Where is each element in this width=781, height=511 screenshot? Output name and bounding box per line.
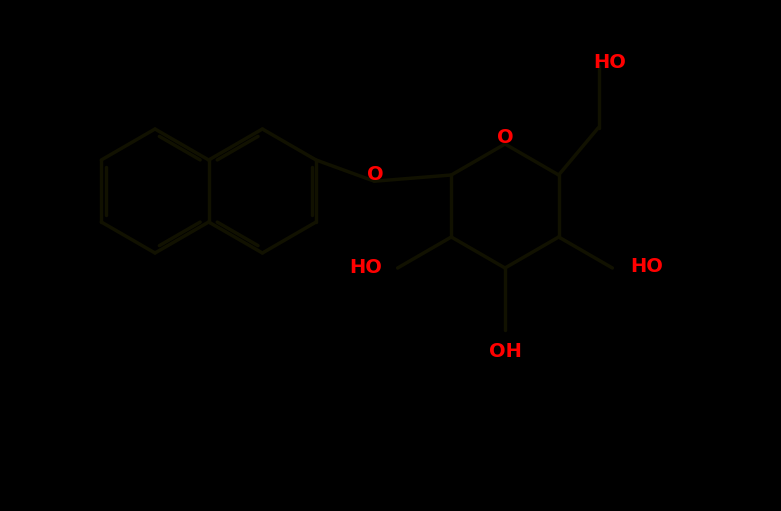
Text: HO: HO bbox=[350, 258, 383, 276]
Text: O: O bbox=[367, 165, 383, 184]
Text: OH: OH bbox=[489, 342, 522, 361]
Text: HO: HO bbox=[630, 257, 663, 275]
Text: O: O bbox=[497, 128, 513, 147]
Text: HO: HO bbox=[594, 53, 626, 72]
